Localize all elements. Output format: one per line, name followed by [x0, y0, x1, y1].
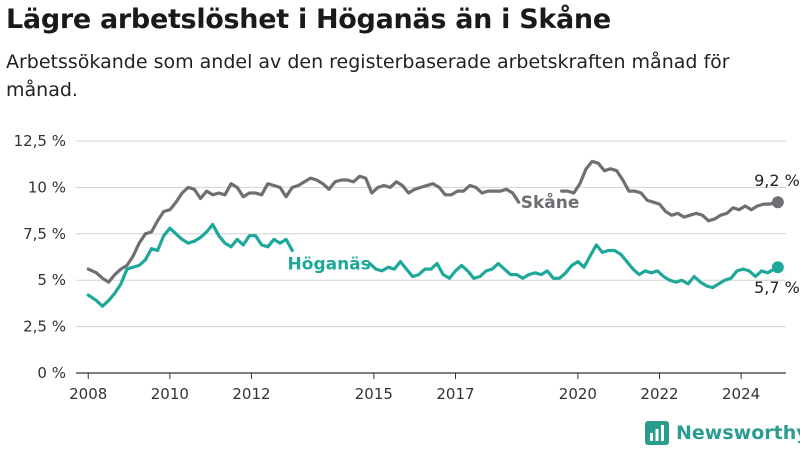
skane-end-point: [771, 196, 784, 209]
series-labels: Skåne Höganäs 9,2 % 5,7 %: [288, 171, 800, 297]
x-tick-label: 2020: [559, 385, 597, 403]
x-tick-label: 2017: [436, 385, 474, 403]
y-tick-label: 0 %: [37, 364, 66, 382]
y-tick-label: 12,5 %: [14, 132, 66, 150]
chart-subtitle: Arbetssökande som andel av den registerb…: [6, 51, 730, 101]
chart-title: Lägre arbetslöshet i Höganäs än i Skåne: [6, 4, 611, 35]
hoganas-line: [368, 243, 780, 290]
y-tick-label: 5 %: [37, 271, 66, 289]
x-tick-label: 2008: [69, 385, 107, 403]
y-axis: 0 % 2,5 % 5 % 7,5 % 10 % 12,5 %: [14, 132, 66, 382]
x-tick-label: 2022: [640, 385, 678, 403]
x-tick-label: 2024: [722, 385, 760, 403]
hoganas-line: [86, 222, 294, 308]
gridlines: [76, 140, 786, 328]
skane-end-label: 9,2 %: [754, 171, 800, 190]
skane-line: [86, 174, 521, 284]
series-lines: [86, 159, 784, 308]
x-tick-label: 2012: [232, 385, 270, 403]
series-label-hoganas: Höganäs: [288, 254, 371, 274]
newsworthy-icon: [645, 421, 669, 445]
hoganas-end-point: [771, 261, 784, 274]
y-tick-label: 7,5 %: [23, 225, 66, 243]
brand-name: Newsworthy: [676, 422, 800, 444]
x-tick-label: 2015: [355, 385, 393, 403]
x-axis: 2008 2010 2012 2015 2017 2020 2022 2024: [69, 372, 786, 403]
x-tick-label: 2010: [151, 385, 189, 403]
y-tick-label: 2,5 %: [23, 318, 66, 336]
series-label-skane: Skåne: [521, 191, 580, 213]
newsworthy-logo: Newsworthy: [644, 420, 800, 446]
skane-line: [560, 159, 780, 223]
hoganas-end-label: 5,7 %: [754, 278, 800, 297]
y-tick-label: 10 %: [28, 178, 66, 196]
